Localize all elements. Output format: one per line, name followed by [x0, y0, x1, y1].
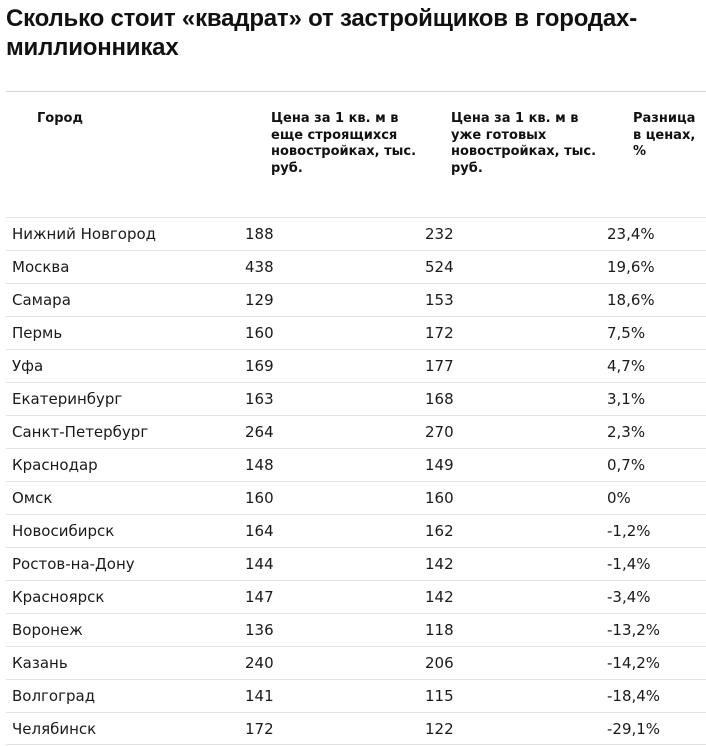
cell-city: Уфа	[12, 357, 44, 375]
cell-city: Казань	[12, 654, 68, 672]
header-divider	[6, 91, 706, 92]
cell-city: Ростов-на-Дону	[12, 555, 135, 573]
cell-city: Новосибирск	[12, 522, 115, 540]
cell-price-difference: 23,4%	[607, 225, 655, 243]
cell-price-completed: 142	[425, 588, 454, 606]
cell-price-completed: 162	[425, 522, 454, 540]
column-header-price-under-construction: Цена за 1 кв. м в еще строящихся новостр…	[271, 111, 417, 176]
table-row: Екатеринбург 163 168 3,1%	[6, 382, 706, 415]
table-row: Нижний Новгород 188 232 23,4%	[6, 217, 706, 250]
cell-city: Волгоград	[12, 687, 96, 705]
cell-city: Краснодар	[12, 456, 98, 474]
cell-price-difference: -13,2%	[607, 621, 661, 639]
cell-price-difference: 7,5%	[607, 324, 646, 342]
cell-price-under-construction: 264	[245, 423, 274, 441]
table-row: Воронеж 136 118 -13,2%	[6, 613, 706, 646]
cell-price-difference: -14,2%	[607, 654, 661, 672]
cell-city: Екатеринбург	[12, 390, 123, 408]
cell-price-under-construction: 438	[245, 258, 274, 276]
cell-price-under-construction: 147	[245, 588, 274, 606]
cell-price-completed: 153	[425, 291, 454, 309]
cell-price-under-construction: 240	[245, 654, 274, 672]
cell-city: Самара	[12, 291, 71, 309]
cell-price-completed: 142	[425, 555, 454, 573]
table-row: Ростов-на-Дону 144 142 -1,4%	[6, 547, 706, 580]
table-row: Уфа 169 177 4,7%	[6, 349, 706, 382]
cell-price-completed: 232	[425, 225, 454, 243]
cell-city: Нижний Новгород	[12, 225, 157, 243]
cell-price-under-construction: 136	[245, 621, 274, 639]
cell-city: Санкт-Петербург	[12, 423, 149, 441]
cell-price-difference: -1,2%	[607, 522, 651, 540]
cell-price-under-construction: 163	[245, 390, 274, 408]
cell-price-completed: 270	[425, 423, 454, 441]
cell-price-under-construction: 172	[245, 720, 274, 738]
table-row: Волгоград 141 115 -18,4%	[6, 679, 706, 712]
cell-city: Москва	[12, 258, 70, 276]
table-row: Красноярск 147 142 -3,4%	[6, 580, 706, 613]
cell-price-completed: 168	[425, 390, 454, 408]
cell-price-under-construction: 169	[245, 357, 274, 375]
cell-price-difference: 19,6%	[607, 258, 655, 276]
cell-price-difference: -3,4%	[607, 588, 651, 606]
column-header-price-difference: Разница в ценах, %	[633, 111, 696, 159]
cell-city: Красноярск	[12, 588, 105, 606]
cell-price-under-construction: 164	[245, 522, 274, 540]
table-row: Краснодар 148 149 0,7%	[6, 448, 706, 481]
cell-price-completed: 122	[425, 720, 454, 738]
cell-price-completed: 115	[425, 687, 454, 705]
table-row: Москва 438 524 19,6%	[6, 250, 706, 283]
table-row: Казань 240 206 -14,2%	[6, 646, 706, 679]
cell-price-difference: 18,6%	[607, 291, 655, 309]
cell-price-under-construction: 160	[245, 489, 274, 507]
table-row: Санкт-Петербург 264 270 2,3%	[6, 415, 706, 448]
cell-price-completed: 149	[425, 456, 454, 474]
cell-price-difference: 3,1%	[607, 390, 646, 408]
cell-price-completed: 160	[425, 489, 454, 507]
table-row: Новосибирск 164 162 -1,2%	[6, 514, 706, 547]
column-header-price-completed: Цена за 1 кв. м в уже готовых новостройк…	[451, 111, 597, 176]
cell-price-difference: 4,7%	[607, 357, 646, 375]
cell-price-completed: 524	[425, 258, 454, 276]
table-body: Нижний Новгород 188 232 23,4% Москва 438 524 19…	[6, 217, 706, 745]
cell-price-difference: 0,7%	[607, 456, 646, 474]
cell-price-completed: 118	[425, 621, 454, 639]
cell-price-difference: -1,4%	[607, 555, 651, 573]
column-header-city: Город	[37, 111, 83, 126]
cell-price-difference: 2,3%	[607, 423, 646, 441]
cell-city: Омск	[12, 489, 53, 507]
cell-price-under-construction: 144	[245, 555, 274, 573]
cell-price-difference: -29,1%	[607, 720, 661, 738]
cell-price-completed: 172	[425, 324, 454, 342]
cell-city: Челябинск	[12, 720, 97, 738]
table-row: Омск 160 160 0%	[6, 481, 706, 514]
cell-price-under-construction: 188	[245, 225, 274, 243]
cell-city: Пермь	[12, 324, 63, 342]
table-row: Самара 129 153 18,6%	[6, 283, 706, 316]
cell-price-completed: 177	[425, 357, 454, 375]
cell-price-under-construction: 129	[245, 291, 274, 309]
table-row: Челябинск 172 122 -29,1%	[6, 712, 706, 745]
cell-price-under-construction: 141	[245, 687, 274, 705]
cell-price-under-construction: 160	[245, 324, 274, 342]
cell-price-difference: -18,4%	[607, 687, 661, 705]
cell-price-completed: 206	[425, 654, 454, 672]
table-title: Сколько стоит «квадрат» от застройщиков …	[6, 5, 637, 61]
cell-price-difference: 0%	[607, 489, 631, 507]
cell-price-under-construction: 148	[245, 456, 274, 474]
table-row: Пермь 160 172 7,5%	[6, 316, 706, 349]
cell-city: Воронеж	[12, 621, 83, 639]
